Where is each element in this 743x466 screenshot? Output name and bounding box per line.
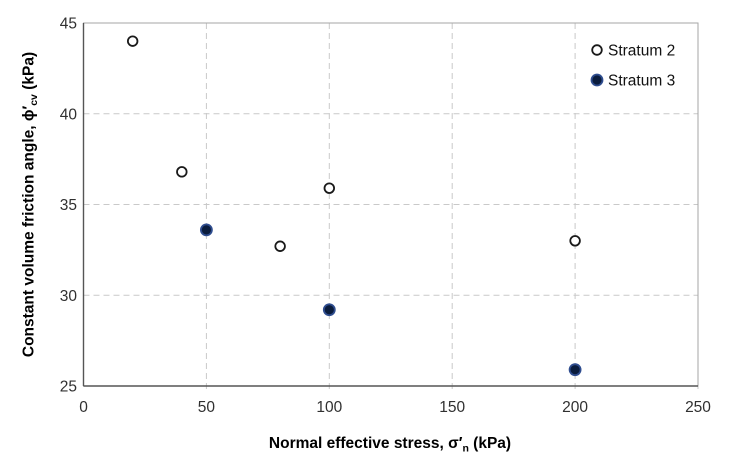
sigma-symbol: σ′	[448, 435, 463, 452]
y-tick-label: 40	[60, 106, 78, 123]
x-axis-subscript: n	[462, 443, 468, 455]
y-axis-title-units: (kPa)	[21, 52, 38, 94]
data-point-stratum-2	[126, 35, 139, 47]
x-tick-label: 100	[316, 399, 342, 416]
x-tick-label: 0	[79, 399, 88, 416]
y-tick-label: 25	[60, 379, 77, 396]
legend-marker-open-circle-icon	[591, 44, 603, 56]
x-tick-label: 250	[685, 399, 711, 416]
data-point-stratum-2	[176, 166, 188, 178]
y-tick-label: 30	[60, 288, 78, 305]
data-point-stratum-2	[569, 235, 581, 247]
data-point-stratum-2	[323, 182, 336, 194]
phi-symbol: ϕ′	[21, 106, 38, 122]
data-point-stratum-3	[568, 363, 582, 377]
x-axis-title-text: Normal effective stress,	[269, 435, 448, 452]
legend: Stratum 2 Stratum 3	[590, 43, 675, 90]
y-axis-title: Constant volume friction angle, ϕ′cv (kP…	[21, 52, 41, 357]
x-tick-label: 50	[198, 399, 216, 416]
y-tick-label: 35	[60, 197, 77, 214]
x-axis-title: Normal effective stress, σ′n (kPa)	[269, 435, 511, 455]
data-point-stratum-3	[199, 223, 213, 237]
x-tick-label: 200	[562, 399, 588, 416]
y-axis-subscript: cv	[28, 94, 40, 106]
legend-label-stratum-2: Stratum 2	[608, 43, 675, 60]
x-tick-label: 150	[439, 399, 465, 416]
legend-marker-filled-circle-icon	[590, 73, 604, 87]
data-point-stratum-2	[274, 240, 286, 252]
y-axis-title-text: Constant volume friction angle,	[21, 121, 38, 357]
legend-label-stratum-3: Stratum 3	[608, 73, 675, 90]
y-tick-label: 45	[60, 16, 77, 33]
x-axis-title-units: (kPa)	[469, 435, 511, 452]
data-point-stratum-3	[322, 303, 336, 317]
